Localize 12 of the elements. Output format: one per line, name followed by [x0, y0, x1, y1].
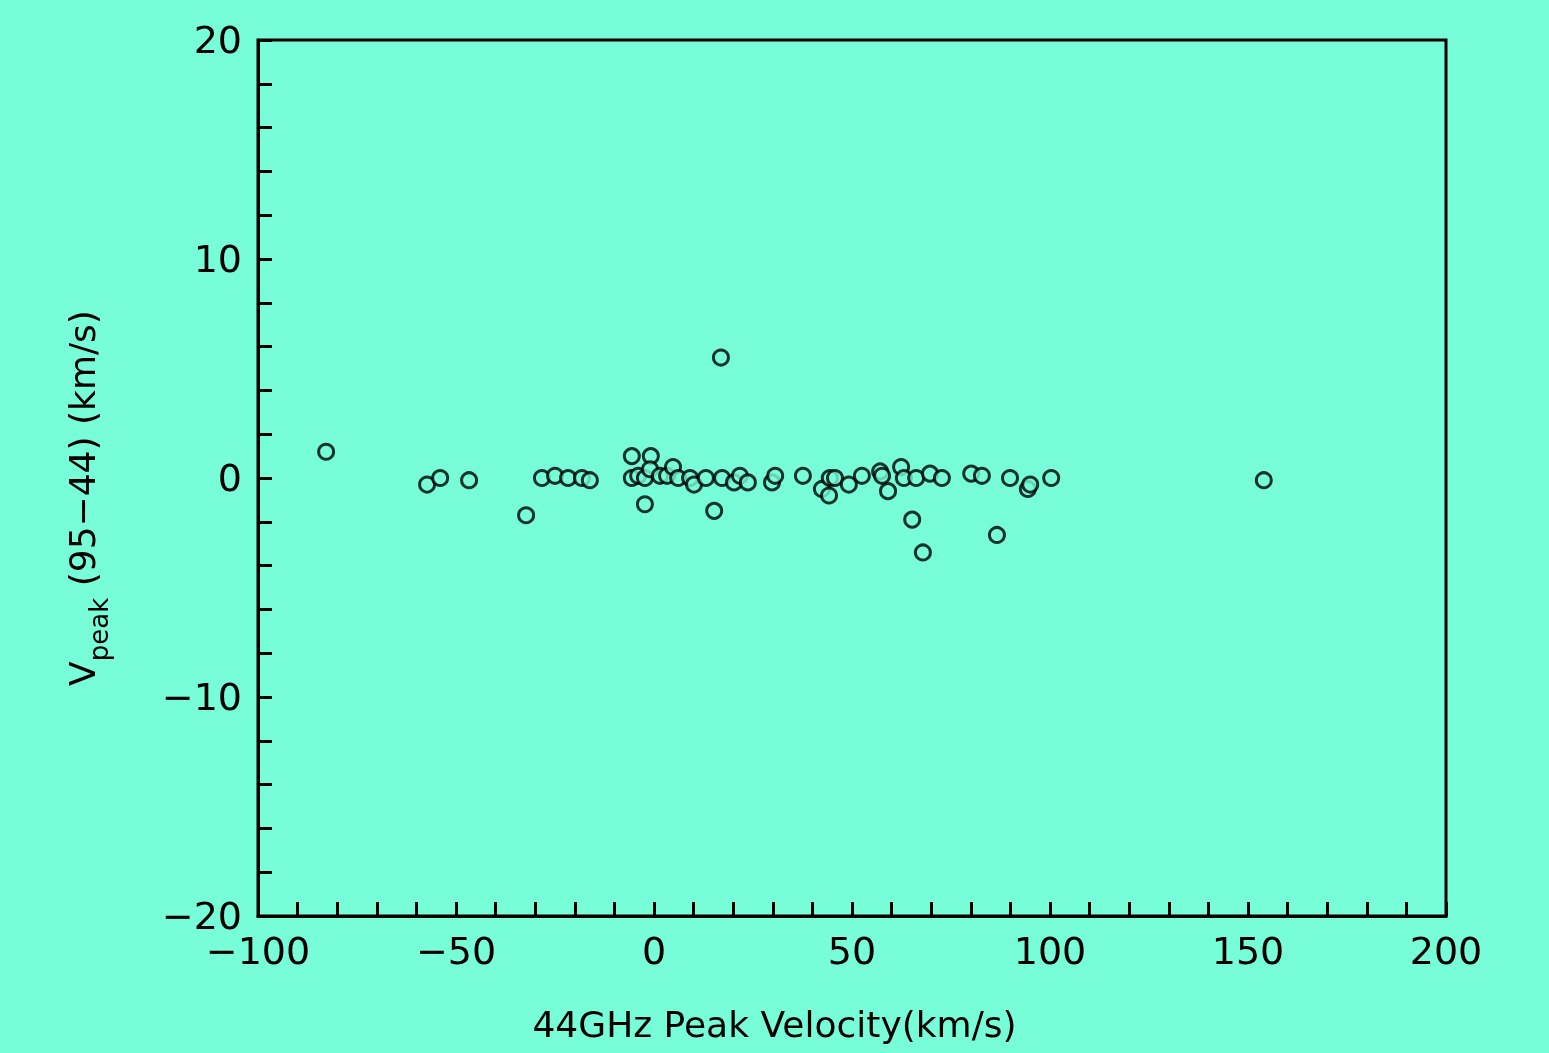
y-tick-label: −10 [161, 675, 242, 719]
x-tick-label: 150 [1211, 929, 1285, 973]
x-tick-label: 100 [1013, 929, 1087, 973]
x-axis-title: 44GHz Peak Velocity(km/s) [532, 1003, 1017, 1045]
x-tick-label: −50 [415, 929, 497, 973]
y-tick-label: 10 [193, 237, 242, 281]
x-tick-label: 200 [1409, 929, 1483, 973]
y-tick-label: 20 [193, 18, 242, 62]
y-axis-title: Vpeak (95−44) (km/s) [61, 310, 114, 686]
x-tick-label: 50 [827, 929, 877, 973]
y-tick-label: 0 [217, 456, 242, 500]
x-tick-label: 0 [641, 929, 667, 973]
